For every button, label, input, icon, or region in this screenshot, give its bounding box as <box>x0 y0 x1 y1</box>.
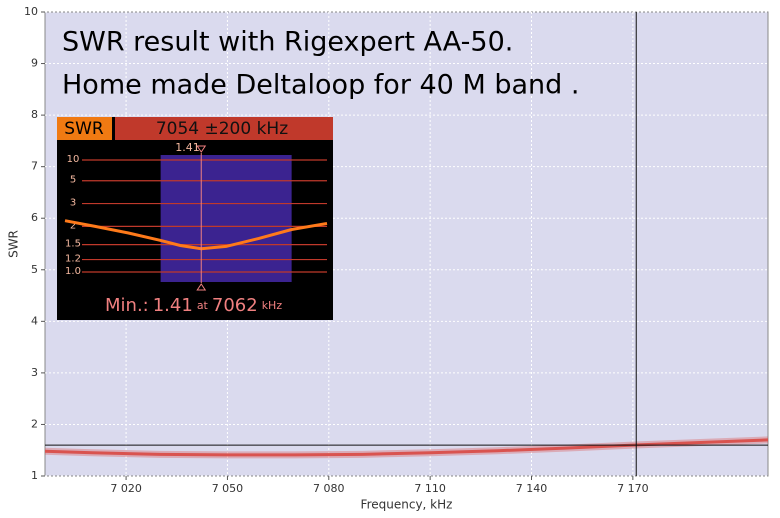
y-tick-label: 6 <box>31 211 38 224</box>
y-tick-label: 10 <box>24 5 38 18</box>
y-tick-label: 5 <box>31 263 38 276</box>
min-label: Min.: <box>105 295 149 316</box>
y-tick-label: 1 <box>31 469 38 482</box>
band <box>160 155 292 282</box>
y-tick-label: 7 <box>31 160 38 173</box>
min-readout: Min.: 1.41 at 7062 kHz <box>105 295 282 316</box>
inset-label-box <box>57 117 112 140</box>
y-tick-label: 5 <box>70 175 76 186</box>
annotation: Home made Deltaloop for 40 M band . <box>62 70 579 101</box>
x-tick-label: 7 020 <box>110 482 142 495</box>
inset-label: SWR <box>64 119 104 139</box>
x-tick-label: 7 050 <box>212 482 244 495</box>
y-tick-label: 1.2 <box>65 254 81 265</box>
y-tick-label: 3 <box>70 198 76 209</box>
marker-top <box>196 145 207 153</box>
at-label: at <box>197 299 209 312</box>
y-tick-label: 3 <box>31 366 38 379</box>
y-tick-label: 9 <box>31 57 38 70</box>
y-tick-label: 4 <box>31 314 38 327</box>
inset-title: 7054 ±200 kHz <box>156 119 288 139</box>
inset-title-box <box>115 117 333 140</box>
min-value: 1.41 <box>153 295 193 316</box>
marker-bottom <box>196 283 207 291</box>
min-freq: 7062 <box>212 295 258 316</box>
x-tick-label: 7 080 <box>313 482 345 495</box>
y-tick-label: 2 <box>70 220 76 231</box>
y-tick-label: 8 <box>31 108 38 121</box>
y-tick-label: 2 <box>31 417 38 430</box>
annotation: SWR result with Rigexpert AA-50. <box>62 27 513 58</box>
x-tick-label: 7 110 <box>414 482 446 495</box>
x-axis-label: Frequency, kHz <box>361 498 453 512</box>
series-line <box>64 219 328 251</box>
unit: kHz <box>262 299 283 312</box>
x-tick-label: 7 140 <box>516 482 548 495</box>
marker-label: 1.41 <box>175 141 200 154</box>
y-axis-label: SWR <box>7 230 21 258</box>
y-tick-label: 1.0 <box>65 266 81 277</box>
x-tick-label: 7 170 <box>617 482 649 495</box>
y-tick-label: 1.5 <box>65 239 81 250</box>
y-tick-label: 10 <box>67 154 80 165</box>
